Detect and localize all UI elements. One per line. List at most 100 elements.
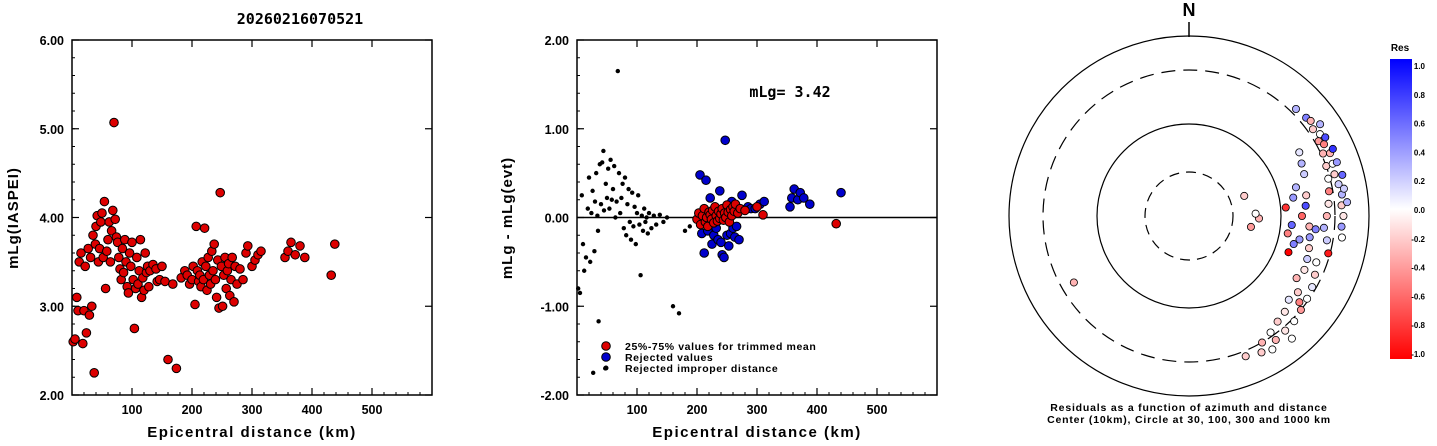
- polar-point: [1251, 209, 1260, 218]
- chart2-point: [583, 255, 589, 260]
- chart1-point: [126, 261, 136, 272]
- polar-point: [1330, 170, 1339, 179]
- chart1-point: [99, 196, 110, 207]
- chart2-point: [695, 170, 705, 180]
- chart1-point: [85, 252, 96, 263]
- polar-point: [1319, 223, 1328, 232]
- polar-points: [1069, 105, 1352, 361]
- colorbar-tick-label: -0.6: [1411, 292, 1425, 301]
- chart1-point: [70, 334, 80, 344]
- chart1-point: [97, 208, 107, 218]
- chart2-ytick-label: 1.00: [545, 123, 569, 137]
- chart2-point: [636, 193, 641, 198]
- chart1-point: [108, 205, 118, 216]
- chart2-point: [622, 175, 628, 180]
- chart2-point: [752, 202, 762, 212]
- polar-point: [1266, 328, 1275, 337]
- colorbar-tick-label: -0.4: [1411, 264, 1425, 273]
- polar-point: [1295, 148, 1304, 157]
- chart1-point: [199, 223, 210, 233]
- polar-caption-line1: Residuals as a function of azimuth and d…: [1050, 402, 1327, 414]
- chart2-point: [586, 175, 592, 180]
- chart2-ytick-label: 0.00: [545, 212, 569, 226]
- chart1-point: [132, 252, 142, 263]
- polar-point: [1310, 270, 1319, 279]
- polar-point: [1320, 140, 1329, 149]
- legend-marker: [603, 365, 609, 371]
- chart2-point: [589, 210, 594, 216]
- chart2-point: [661, 219, 666, 225]
- polar-point: [1322, 236, 1331, 245]
- chart2-point: [595, 213, 600, 218]
- chart2-point: [785, 202, 795, 212]
- legend-label: Rejected values: [625, 352, 713, 364]
- chart2-point: [701, 175, 711, 186]
- chart2-point: [601, 208, 607, 213]
- chart2-point: [646, 210, 652, 216]
- outer-circle-1000km: [1008, 35, 1370, 397]
- colorbar-gradient: [1390, 59, 1412, 359]
- chart2-point: [598, 201, 604, 207]
- chart2-point: [614, 199, 619, 204]
- polar-point: [1308, 125, 1317, 134]
- polar-point: [1290, 317, 1299, 326]
- chart1-point: [114, 252, 124, 263]
- chart1-point: [140, 248, 150, 258]
- chart2-point: [579, 193, 584, 198]
- chart2-xlabel: Epicentral distance (km): [652, 424, 861, 441]
- chart2-point: [724, 241, 734, 251]
- colorbar-tick-label: 1.0: [1414, 62, 1426, 71]
- chart1-point: [163, 354, 173, 365]
- polar-point: [1297, 211, 1306, 220]
- polar-point: [1240, 191, 1249, 200]
- polar-point: [1328, 144, 1337, 153]
- chart2-point: [805, 199, 815, 209]
- chart2-point: [612, 163, 617, 169]
- chart1-point: [190, 299, 200, 310]
- chart1-point: [286, 237, 296, 248]
- chart2-point: [607, 206, 612, 211]
- chart2-point: [633, 241, 638, 247]
- polar-point: [1303, 294, 1312, 303]
- chart2-point: [637, 222, 642, 227]
- chart2-point: [654, 222, 659, 227]
- chart2-point: [588, 259, 593, 265]
- chart2-point: [687, 224, 692, 229]
- polar-point: [1339, 211, 1348, 220]
- chart1-point: [326, 270, 337, 280]
- polar-point: [1297, 159, 1306, 168]
- polar-point: [1312, 258, 1321, 267]
- chart1-point: [133, 279, 143, 289]
- colorbar-title: Res: [1391, 43, 1410, 54]
- chart2-point: [621, 225, 626, 231]
- chart1-point: [144, 281, 154, 292]
- chart1-xlabel: Epicentral distance (km): [147, 424, 356, 441]
- chart2-point: [610, 186, 616, 192]
- polar-point: [1324, 249, 1333, 258]
- chart1-point: [89, 368, 99, 378]
- chart2-point: [596, 319, 601, 324]
- polar-point: [1241, 352, 1250, 361]
- chart2-point: [624, 233, 629, 238]
- chart1-point: [88, 230, 98, 241]
- chart2-point: [737, 190, 747, 201]
- legend-marker: [601, 352, 611, 362]
- chart1-ytick-label: 3.00: [40, 300, 64, 314]
- polar-point: [1271, 335, 1280, 344]
- chart1-xtick-label: 400: [302, 403, 323, 417]
- chart2-point: [734, 234, 744, 245]
- chart2-ytick-label: 2.00: [545, 34, 569, 48]
- polar-point: [1308, 283, 1317, 292]
- chart2-point: [645, 231, 650, 236]
- chart1-point: [208, 265, 218, 276]
- colorbar-tick-label: -0.2: [1411, 235, 1425, 244]
- chart1-point: [238, 274, 248, 285]
- polar-point: [1325, 187, 1334, 196]
- polar-point: [1338, 170, 1347, 179]
- polar-point: [1293, 288, 1302, 297]
- polar-point: [1305, 233, 1314, 242]
- chart2-point: [618, 210, 623, 216]
- chart2-point: [664, 215, 670, 220]
- figure-title: 20260216070521: [237, 10, 363, 28]
- chart2-point: [705, 193, 716, 203]
